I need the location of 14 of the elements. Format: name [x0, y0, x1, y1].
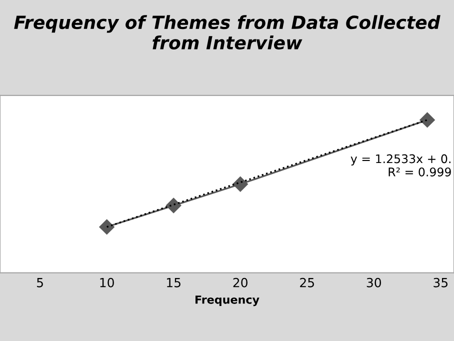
- x-tick-label: 15: [167, 278, 180, 288]
- chart-title: Frequency of Themes from Data Collected from Interview: [14, 15, 440, 50]
- annotation: y = 1.2533x + 0. R² = 0.999: [350, 154, 451, 176]
- x-tick-label: 35: [434, 278, 448, 288]
- point: [232, 176, 248, 192]
- x-tick-label: 5: [37, 278, 43, 288]
- point: [420, 112, 435, 128]
- x-tick-label: 25: [300, 278, 314, 288]
- x-tick-label: 20: [233, 278, 248, 288]
- x-tick-label: 30: [366, 278, 382, 288]
- point: [99, 219, 114, 235]
- x-tick-label: 10: [100, 278, 114, 288]
- point: [166, 198, 182, 214]
- x-axis-title: Frequency: [196, 296, 260, 306]
